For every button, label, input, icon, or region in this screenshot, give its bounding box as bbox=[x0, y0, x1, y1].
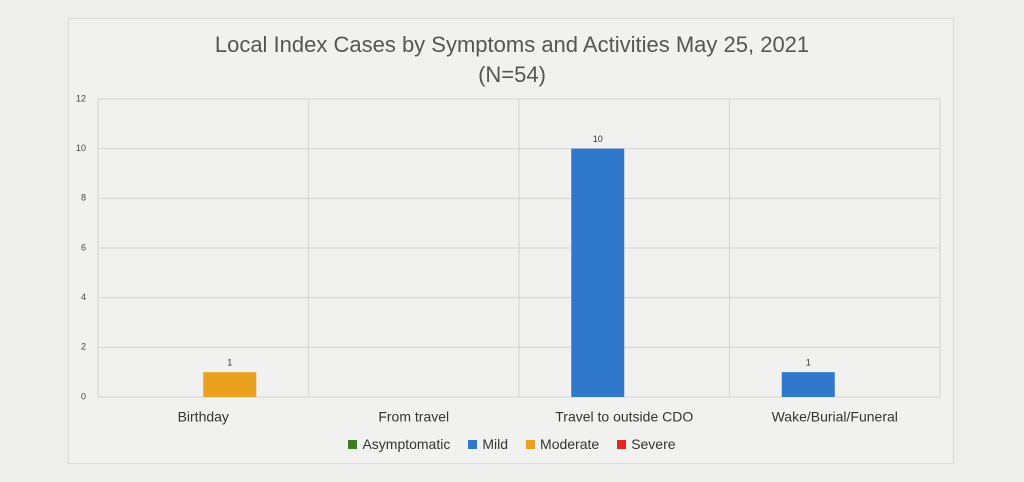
legend-label: Asymptomatic bbox=[362, 436, 451, 452]
bar bbox=[571, 148, 625, 397]
y-tick-label: 10 bbox=[76, 143, 86, 153]
y-tick-label: 8 bbox=[81, 193, 86, 203]
y-tick-label: 2 bbox=[81, 342, 86, 352]
x-tick-label: Travel to outside CDO bbox=[555, 409, 693, 425]
legend-label: Mild bbox=[482, 436, 509, 452]
legend-item: Moderate bbox=[526, 436, 599, 452]
legend-label: Moderate bbox=[540, 436, 600, 452]
legend-swatch bbox=[468, 439, 478, 449]
y-tick-label: 0 bbox=[81, 391, 86, 401]
data-label: 1 bbox=[806, 358, 811, 368]
legend-item: Asymptomatic bbox=[348, 436, 450, 452]
data-label: 10 bbox=[593, 134, 603, 144]
chart-title: Local Index Cases by Symptoms and Activi… bbox=[214, 32, 810, 87]
bar bbox=[203, 372, 257, 397]
legend-label: Severe bbox=[631, 436, 676, 452]
y-tick-label: 6 bbox=[81, 242, 86, 252]
x-tick-label: Birthday bbox=[178, 409, 229, 425]
data-label: 1 bbox=[227, 358, 232, 368]
legend-swatch bbox=[348, 439, 358, 449]
y-tick-label: 4 bbox=[81, 292, 86, 302]
x-tick-label: Wake/Burial/Funeral bbox=[772, 409, 898, 425]
legend-swatch bbox=[526, 439, 536, 449]
y-tick-label: 12 bbox=[76, 93, 86, 103]
bar bbox=[781, 372, 835, 397]
legend-item: Mild bbox=[468, 436, 508, 452]
legend-swatch bbox=[617, 439, 627, 449]
legend-item: Severe bbox=[617, 436, 676, 452]
x-tick-label: From travel bbox=[378, 409, 449, 425]
legend: Asymptomatic Mild Moderate Severe bbox=[0, 436, 1024, 452]
